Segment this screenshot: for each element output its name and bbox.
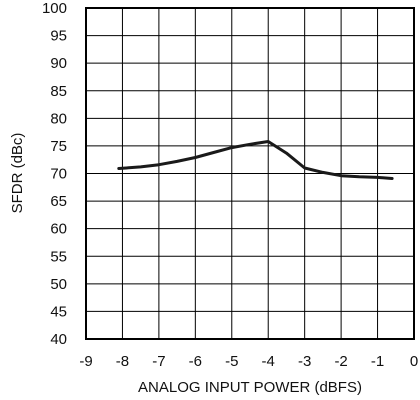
y-tick-label-2: 50	[50, 276, 67, 293]
y-tick-label-11: 95	[50, 28, 67, 45]
x-tick-label-4: -5	[225, 353, 238, 370]
y-axis-label: SFDR (dBc)	[9, 133, 26, 214]
y-tick-label-7: 75	[50, 138, 67, 155]
x-tick-labels: -9 -8 -7 -6 -5 -4 -3 -2 -1 0	[79, 353, 418, 370]
y-tick-label-0: 40	[50, 331, 67, 348]
grid	[86, 8, 414, 339]
x-tick-label-6: -3	[298, 353, 311, 370]
y-tick-label-12: 100	[42, 0, 67, 17]
x-tick-label-9: 0	[410, 353, 418, 370]
y-tick-label-8: 80	[50, 110, 67, 127]
y-tick-label-6: 70	[50, 166, 67, 183]
y-tick-label-5: 65	[50, 193, 67, 210]
x-tick-label-5: -4	[262, 353, 275, 370]
plot-frame	[85, 7, 415, 340]
y-tick-label-4: 60	[50, 221, 67, 238]
x-tick-label-3: -6	[189, 353, 202, 370]
x-tick-label-0: -9	[79, 353, 92, 370]
y-tick-label-1: 45	[50, 303, 67, 320]
x-tick-label-8: -1	[371, 353, 384, 370]
y-tick-labels: 40 45 50 55 60 65 70 75 80 85 90 95 100	[42, 0, 67, 348]
x-axis-label: ANALOG INPUT POWER (dBFS)	[138, 379, 362, 396]
x-tick-label-2: -7	[152, 353, 165, 370]
series-line-sfdr	[117, 140, 394, 180]
y-tick-label-10: 90	[50, 55, 67, 72]
x-tick-label-1: -8	[116, 353, 129, 370]
y-tick-label-9: 85	[50, 83, 67, 100]
y-tick-label-3: 55	[50, 248, 67, 265]
x-tick-label-7: -2	[334, 353, 347, 370]
